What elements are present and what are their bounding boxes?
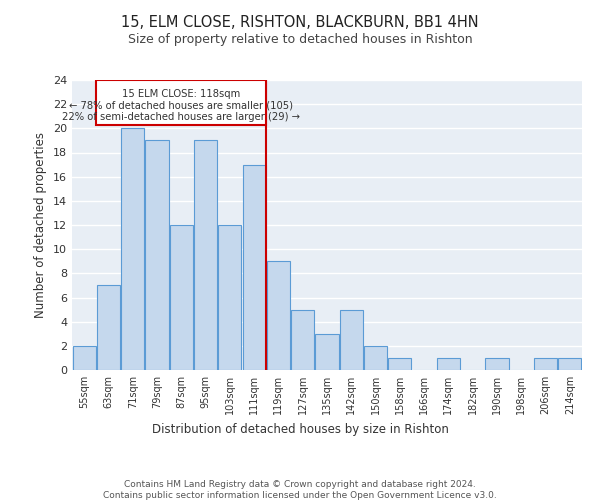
Text: 15 ELM CLOSE: 118sqm: 15 ELM CLOSE: 118sqm bbox=[122, 89, 241, 99]
Bar bbox=[73, 346, 95, 370]
Bar bbox=[242, 164, 266, 370]
Text: Distribution of detached houses by size in Rishton: Distribution of detached houses by size … bbox=[152, 422, 448, 436]
Bar bbox=[485, 358, 509, 370]
Bar bbox=[121, 128, 144, 370]
Bar bbox=[267, 261, 290, 370]
Y-axis label: Number of detached properties: Number of detached properties bbox=[34, 132, 47, 318]
Text: 22% of semi-detached houses are larger (29) →: 22% of semi-detached houses are larger (… bbox=[62, 112, 300, 122]
Bar bbox=[340, 310, 363, 370]
Bar bbox=[316, 334, 338, 370]
Text: Contains HM Land Registry data © Crown copyright and database right 2024.: Contains HM Land Registry data © Crown c… bbox=[124, 480, 476, 489]
Text: ← 78% of detached houses are smaller (105): ← 78% of detached houses are smaller (10… bbox=[69, 101, 293, 111]
Bar bbox=[364, 346, 387, 370]
Text: 15, ELM CLOSE, RISHTON, BLACKBURN, BB1 4HN: 15, ELM CLOSE, RISHTON, BLACKBURN, BB1 4… bbox=[121, 15, 479, 30]
Bar bbox=[170, 225, 193, 370]
Text: Size of property relative to detached houses in Rishton: Size of property relative to detached ho… bbox=[128, 32, 472, 46]
Bar bbox=[559, 358, 581, 370]
Bar bbox=[194, 140, 217, 370]
Bar bbox=[218, 225, 241, 370]
Bar bbox=[96, 80, 266, 124]
Text: Contains public sector information licensed under the Open Government Licence v3: Contains public sector information licen… bbox=[103, 491, 497, 500]
Bar bbox=[291, 310, 314, 370]
Bar bbox=[534, 358, 557, 370]
Bar bbox=[97, 286, 120, 370]
Bar bbox=[437, 358, 460, 370]
Bar bbox=[388, 358, 412, 370]
Bar bbox=[145, 140, 169, 370]
